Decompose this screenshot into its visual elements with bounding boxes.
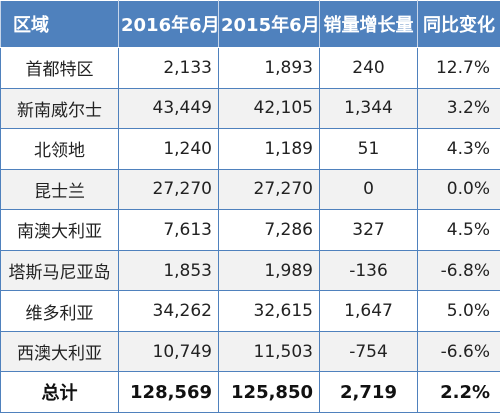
total-growth: 2,719 [319, 371, 418, 413]
cell-jun-2016: 7,613 [118, 209, 219, 251]
cell-yoy: 0.0% [417, 168, 500, 211]
cell-region: 新南威尔士 [0, 87, 119, 130]
total-jun-2016: 128,569 [118, 371, 219, 413]
cell-jun-2016: 1,853 [118, 249, 219, 292]
cell-yoy: 4.5% [417, 209, 500, 251]
table-row: 塔斯马尼亚岛 1,853 1,989 -136 -6.8% [0, 249, 500, 292]
cell-yoy: -6.8% [417, 249, 500, 292]
table-row: 北领地 1,240 1,189 51 4.3% [0, 128, 500, 170]
cell-jun-2015: 1,189 [218, 128, 320, 170]
table-row: 西澳大利亚 10,749 11,503 -754 -6.6% [0, 330, 500, 373]
cell-jun-2016: 34,262 [118, 290, 219, 332]
cell-jun-2016: 10,749 [118, 330, 219, 373]
header-region: 区域 [0, 0, 119, 48]
cell-yoy: -6.6% [417, 330, 500, 373]
cell-jun-2016: 1,240 [118, 128, 219, 170]
table-row: 南澳大利亚 7,613 7,286 327 4.5% [0, 209, 500, 251]
cell-growth: 240 [319, 47, 418, 89]
cell-jun-2015: 1,989 [218, 249, 320, 292]
cell-growth: 1,647 [319, 290, 418, 332]
cell-yoy: 4.3% [417, 128, 500, 170]
cell-jun-2015: 32,615 [218, 290, 320, 332]
header-yoy: 同比变化 [417, 0, 500, 48]
cell-jun-2016: 2,133 [118, 47, 219, 89]
cell-yoy: 12.7% [417, 47, 500, 89]
total-label: 总计 [0, 371, 119, 413]
cell-region: 塔斯马尼亚岛 [0, 249, 119, 292]
table-row: 首都特区 2,133 1,893 240 12.7% [0, 47, 500, 89]
cell-region: 首都特区 [0, 47, 119, 89]
cell-growth: -754 [319, 330, 418, 373]
total-row: 总计 128,569 125,850 2,719 2.2% [0, 371, 500, 413]
header-growth: 销量增长量 [319, 0, 418, 48]
table-body: 首都特区 2,133 1,893 240 12.7% 新南威尔士 43,449 … [0, 47, 500, 413]
cell-yoy: 3.2% [417, 87, 500, 130]
cell-growth: 1,344 [319, 87, 418, 130]
header-row: 区域 2016年6月 2015年6月 销量增长量 同比变化 [0, 0, 500, 48]
cell-jun-2015: 11,503 [218, 330, 320, 373]
cell-jun-2016: 27,270 [118, 168, 219, 211]
cell-jun-2015: 7,286 [218, 209, 320, 251]
total-jun-2015: 125,850 [218, 371, 320, 413]
cell-growth: 327 [319, 209, 418, 251]
cell-region: 南澳大利亚 [0, 209, 119, 251]
cell-region: 维多利亚 [0, 290, 119, 332]
table-row: 新南威尔士 43,449 42,105 1,344 3.2% [0, 87, 500, 130]
cell-region: 昆士兰 [0, 168, 119, 211]
total-yoy: 2.2% [417, 371, 500, 413]
table-row: 维多利亚 34,262 32,615 1,647 5.0% [0, 290, 500, 332]
cell-jun-2015: 42,105 [218, 87, 320, 130]
cell-region: 西澳大利亚 [0, 330, 119, 373]
header-jun-2015: 2015年6月 [218, 0, 320, 48]
table-header: 区域 2016年6月 2015年6月 销量增长量 同比变化 [0, 0, 500, 48]
cell-jun-2016: 43,449 [118, 87, 219, 130]
table-row: 昆士兰 27,270 27,270 0 0.0% [0, 168, 500, 211]
header-jun-2016: 2016年6月 [118, 0, 219, 48]
cell-jun-2015: 27,270 [218, 168, 320, 211]
cell-growth: 51 [319, 128, 418, 170]
cell-yoy: 5.0% [417, 290, 500, 332]
cell-region: 北领地 [0, 128, 119, 170]
cell-growth: 0 [319, 168, 418, 211]
cell-growth: -136 [319, 249, 418, 292]
cell-jun-2015: 1,893 [218, 47, 320, 89]
